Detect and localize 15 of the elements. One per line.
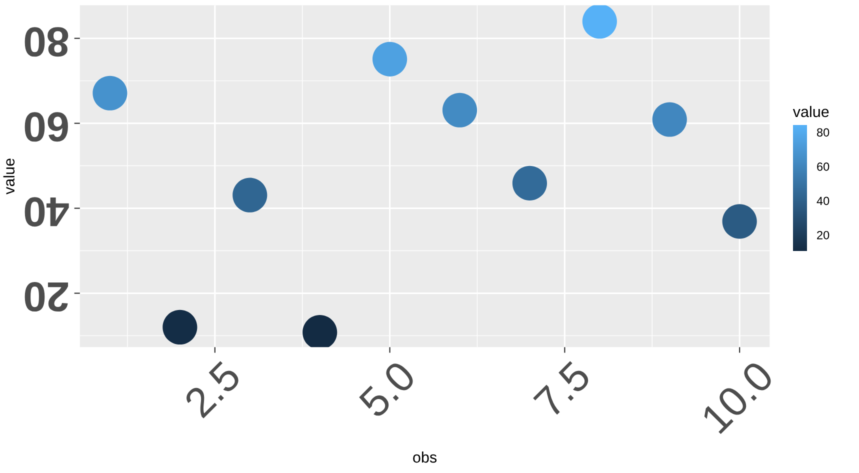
- y-tick-label: 20: [24, 282, 68, 312]
- x-tick-label: 2.5: [182, 360, 242, 419]
- color-bar-title: value: [792, 106, 829, 118]
- color-bar-label: 20: [817, 230, 830, 240]
- color-bar-label: 40: [816, 196, 830, 206]
- x-tick-label: 7.5: [533, 360, 592, 419]
- x-tick-label: 10.0: [700, 360, 776, 434]
- color-bar-label: 60: [817, 162, 830, 171]
- y-axis-title: value: [3, 158, 15, 194]
- y-tick-label: 40: [24, 197, 69, 227]
- color-bar-label: 80: [817, 128, 830, 137]
- y-tick-label: 60: [24, 112, 68, 142]
- x-tick-label: 5.0: [358, 360, 418, 420]
- y-tick-label: 80: [24, 27, 68, 57]
- x-axis-title: obs: [413, 451, 437, 463]
